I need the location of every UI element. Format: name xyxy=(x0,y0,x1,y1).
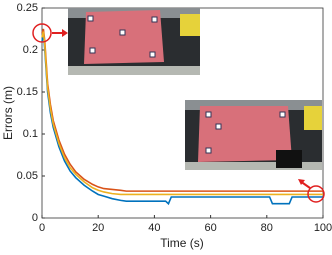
data-line xyxy=(41,33,323,206)
photo-board xyxy=(198,106,292,162)
marker xyxy=(89,47,96,54)
y-tick-label: 0.2 xyxy=(23,44,38,56)
y-axis-label: Errors (m) xyxy=(1,86,15,140)
highlight-circle xyxy=(32,23,52,43)
y-tick-label: 0.15 xyxy=(17,86,38,98)
photo-object xyxy=(304,106,322,130)
y-tick-label: 0.1 xyxy=(23,128,38,140)
axes: 0 0.05 0.1 0.15 0.2 0.25 0 20 40 60 80 100 xyxy=(17,2,332,234)
highlight-circle xyxy=(307,185,325,203)
inset-bottom xyxy=(185,100,322,170)
marker xyxy=(151,16,158,23)
data-line xyxy=(41,31,323,196)
y-tick-label: 0.25 xyxy=(17,2,38,14)
photo-object xyxy=(180,14,200,36)
x-tick-label: 100 xyxy=(314,222,332,234)
x-axis-label: Time (s) xyxy=(160,236,204,250)
photo-floor xyxy=(68,66,200,75)
plot-data xyxy=(41,28,323,206)
marker xyxy=(119,29,126,36)
inset-top xyxy=(68,8,200,75)
x-tick-label: 60 xyxy=(204,222,216,234)
marker xyxy=(149,51,156,58)
photo-robot xyxy=(276,150,302,168)
x-tick-label: 80 xyxy=(261,222,273,234)
y-tick-label: 0.05 xyxy=(17,170,38,182)
marker xyxy=(279,111,286,118)
marker xyxy=(205,111,212,118)
marker xyxy=(215,123,222,130)
arrow-head xyxy=(298,179,305,185)
data-line xyxy=(41,28,323,192)
marker xyxy=(205,147,212,154)
photo-wall xyxy=(185,100,322,110)
photo-floor xyxy=(185,162,322,170)
arrow-head xyxy=(62,29,68,37)
y-tick-label: 0 xyxy=(32,212,38,224)
x-tick-label: 20 xyxy=(92,222,104,234)
x-tick-label: 40 xyxy=(148,222,160,234)
marker xyxy=(87,15,94,22)
photo-board xyxy=(84,10,164,64)
x-tick-label: 0 xyxy=(39,222,45,234)
